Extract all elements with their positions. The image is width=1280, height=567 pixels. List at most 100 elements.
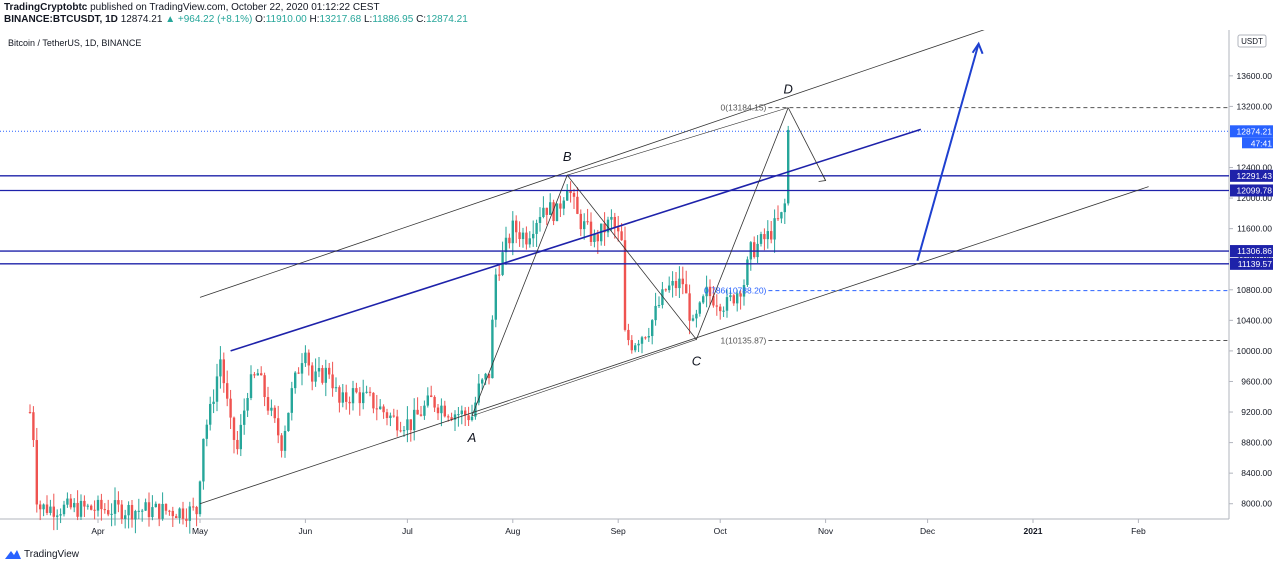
- candle-up: [49, 506, 52, 513]
- candle-up: [654, 305, 657, 321]
- candle-down: [158, 503, 161, 519]
- candle-down: [107, 510, 110, 515]
- y-axis-tick-label: 10400.00: [1237, 315, 1273, 325]
- candle-up: [606, 219, 610, 233]
- y-axis-tick-label: 11600.00: [1237, 224, 1272, 234]
- candle-down: [229, 398, 232, 418]
- candle-up: [137, 510, 140, 512]
- price-label: 12874.21: [1237, 126, 1273, 136]
- abcd-diagonal-bd: [567, 107, 789, 176]
- x-axis-tick-label: Feb: [1131, 526, 1146, 536]
- candle-up: [324, 367, 327, 383]
- publisher-name[interactable]: TradingCryptobtc: [4, 2, 88, 13]
- x-axis-tick-label: Sep: [611, 526, 626, 536]
- candle-down: [430, 395, 433, 397]
- candle-down: [35, 440, 38, 505]
- candle-down: [715, 305, 718, 307]
- candle-up: [379, 406, 382, 410]
- candle-down: [192, 506, 195, 508]
- candle-down: [32, 412, 35, 441]
- candle-up: [334, 387, 338, 389]
- price-label-box: [1230, 169, 1273, 182]
- candle-down: [776, 218, 780, 220]
- candle-up: [698, 302, 701, 314]
- candle-down: [277, 418, 280, 436]
- publish-line: TradingCryptobtc published on TradingVie…: [4, 2, 1274, 14]
- tradingview-brand[interactable]: TradingView: [24, 548, 80, 560]
- candle-up: [555, 203, 559, 222]
- x-axis-tick-label: Dec: [920, 526, 936, 536]
- candle-down: [572, 193, 576, 197]
- candle-down: [120, 504, 123, 519]
- candle-down: [52, 506, 55, 517]
- candle-down: [355, 388, 358, 393]
- candle-up: [504, 237, 508, 253]
- x-axis-tick-label: May: [192, 526, 209, 536]
- y-axis-tick-label: 10000.00: [1237, 346, 1273, 356]
- candle-up: [144, 502, 147, 511]
- candle-down: [375, 408, 378, 410]
- candle-up: [566, 190, 569, 201]
- candle-down: [83, 500, 86, 507]
- candle-up: [511, 220, 514, 244]
- high-value: 13217.68: [319, 14, 362, 25]
- candle-up: [780, 212, 783, 219]
- candle-down: [719, 306, 722, 312]
- candle-down: [559, 203, 562, 209]
- candle-up: [773, 218, 776, 240]
- y-axis-tick-label: 13200.00: [1237, 101, 1273, 111]
- candle-up: [287, 412, 290, 431]
- candle-up: [56, 515, 59, 517]
- candle-up: [79, 500, 83, 517]
- footer: TradingView: [4, 546, 79, 562]
- price-label: 12099.78: [1237, 185, 1273, 195]
- candle-down: [613, 216, 616, 228]
- price-label-box: [1230, 257, 1273, 270]
- candle-up: [300, 363, 304, 374]
- x-axis-tick-label: Jul: [402, 526, 413, 536]
- candle-down: [617, 227, 620, 232]
- candle-down: [623, 240, 627, 330]
- candle-down: [226, 383, 229, 399]
- candle-down: [552, 202, 555, 222]
- candle-down: [348, 401, 351, 404]
- trend-line: [230, 128, 922, 352]
- candle-up: [219, 359, 222, 377]
- candle-down: [674, 280, 678, 289]
- candle-up: [243, 410, 246, 425]
- candle-down: [236, 439, 239, 450]
- candle-down: [409, 419, 412, 431]
- candle-up: [205, 424, 208, 439]
- last-price-text: 12874.21: [120, 14, 163, 25]
- candle-up: [759, 234, 763, 244]
- candle-down: [419, 414, 423, 416]
- candle-down: [181, 508, 185, 519]
- candle-down: [436, 407, 440, 414]
- candle-down: [372, 392, 375, 409]
- price-label-box: [1230, 184, 1273, 197]
- candle-up: [161, 503, 164, 519]
- candle-up: [671, 280, 674, 286]
- candle-up: [521, 232, 525, 240]
- candle-down: [185, 518, 188, 521]
- abcd-diagonal-ac: [471, 339, 697, 417]
- price-label: 11306.86: [1237, 246, 1272, 256]
- candle-down: [321, 368, 324, 383]
- projection-arrow: [916, 43, 980, 262]
- candle-down: [770, 231, 773, 240]
- candle-up: [474, 402, 477, 417]
- candle-down: [416, 409, 419, 415]
- candle-down: [681, 278, 684, 285]
- candle-up: [110, 513, 113, 515]
- candle-down: [603, 223, 606, 233]
- x-axis-tick-label: 2021: [1024, 526, 1043, 536]
- candle-up: [746, 259, 749, 285]
- x-axis-tick-label: Aug: [505, 526, 520, 536]
- candle-up: [304, 352, 307, 364]
- small-arrow-head: [818, 174, 827, 182]
- candle-up: [270, 407, 273, 411]
- price-chart[interactable]: 0(13184.15) 0.786(10788.20) 1(10135.87) A B C…: [0, 30, 1280, 544]
- candle-down: [708, 286, 712, 297]
- candle-down: [515, 220, 518, 233]
- candle-up: [246, 398, 249, 411]
